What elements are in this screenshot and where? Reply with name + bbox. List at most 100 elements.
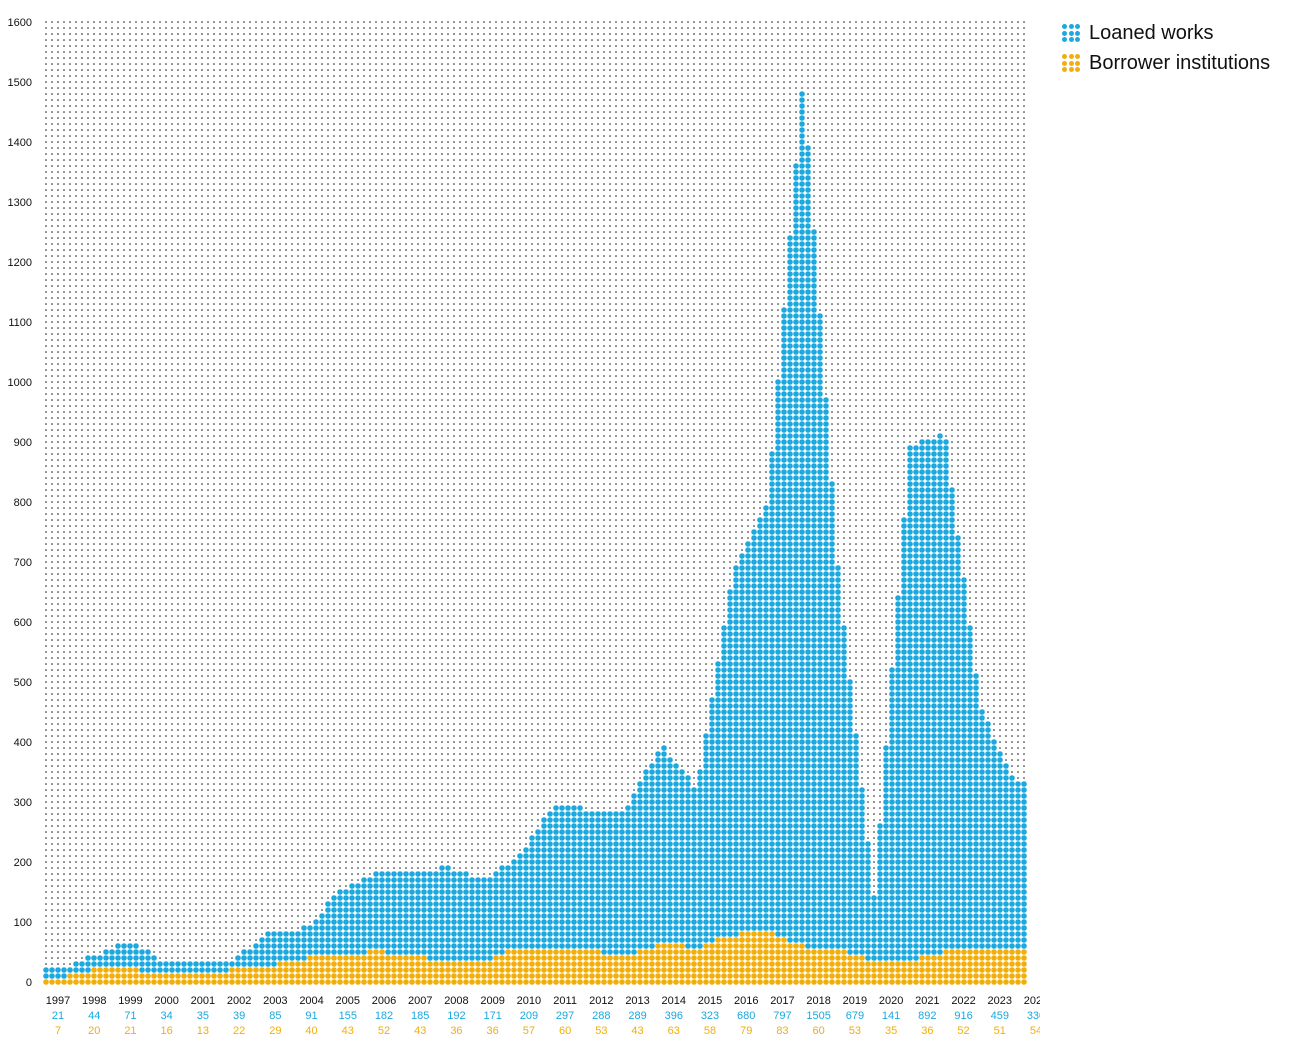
borrower-institutions-value-label: 58: [704, 1025, 716, 1037]
legend-dot: [1068, 30, 1074, 36]
legend-dot: [1062, 24, 1067, 29]
borrower-institutions-value-label: 35: [885, 1025, 897, 1037]
x-tick-label: 2006: [372, 995, 396, 1007]
x-tick-label: 2018: [806, 995, 830, 1007]
borrower-institutions-value-label: 22: [233, 1025, 245, 1037]
x-tick-label: 2012: [589, 995, 613, 1007]
loaned-works-value-label: 71: [124, 1010, 136, 1022]
y-tick-label: 700: [14, 557, 32, 569]
borrower-institutions-value-label: 36: [487, 1025, 499, 1037]
legend-dot: [1068, 60, 1074, 66]
borrower-institutions-value-label: 36: [921, 1025, 933, 1037]
legend-dot: [1062, 54, 1067, 59]
legend-item-borrower-institutions: Borrower institutions: [1062, 48, 1270, 78]
x-axis: 1997 21 7 1998 44 20 1999 71 21 2000 34 16 2001 35 13 2…: [46, 995, 1040, 1037]
borrower-institutions-value-label: 43: [414, 1025, 426, 1037]
y-tick-label: 400: [14, 737, 32, 749]
data-dots: [43, 91, 1027, 985]
x-tick-label: 2003: [263, 995, 287, 1007]
x-tick-label: 2000: [154, 995, 178, 1007]
borrower-institutions-value-label: 43: [342, 1025, 354, 1037]
loaned-works-value-label: 91: [305, 1010, 317, 1022]
borrower-institutions-value-label: 13: [197, 1025, 209, 1037]
y-tick-label: 100: [14, 917, 32, 929]
borrower-institutions-value-label: 16: [161, 1025, 173, 1037]
x-tick-label: 2002: [227, 995, 251, 1007]
borrower-institutions-value-label: 60: [559, 1025, 571, 1037]
x-tick-label: 2017: [770, 995, 794, 1007]
legend-dot: [1062, 30, 1067, 36]
y-tick-label: 0: [26, 977, 32, 989]
y-tick-label: 900: [14, 437, 32, 449]
loaned-works-value-label: 323: [701, 1010, 719, 1022]
x-tick-label: 2013: [625, 995, 649, 1007]
loaned-works-value-label: 182: [375, 1010, 393, 1022]
x-tick-label: 2008: [444, 995, 468, 1007]
y-axis: 0 100 200 300 400 500 600 700 800 900 1000 1100 1200…: [8, 17, 32, 989]
loaned-works-value-label: 679: [846, 1010, 864, 1022]
loaned-works-value-label: 288: [592, 1010, 610, 1022]
loaned-works-value-label: 85: [269, 1010, 281, 1022]
loaned-works-value-label: 680: [737, 1010, 755, 1022]
loaned-works-value-label: 289: [628, 1010, 646, 1022]
x-tick-label: 1997: [46, 995, 70, 1007]
legend-dot: [1075, 60, 1080, 66]
y-tick-label: 1400: [8, 137, 32, 149]
loaned-works-value-label: 209: [520, 1010, 538, 1022]
loaned-works-value-label: 171: [483, 1010, 501, 1022]
borrower-institutions-value-label: 43: [631, 1025, 643, 1037]
x-tick-label: 2023: [988, 995, 1012, 1007]
loaned-works-value-label: 459: [991, 1010, 1009, 1022]
x-tick-label: 1998: [82, 995, 106, 1007]
loaned-works-value-label: 39: [233, 1010, 245, 1022]
loaned-works-value-label: 330: [1027, 1010, 1040, 1022]
loaned-works-value-label: 1505: [806, 1010, 830, 1022]
legend-label-loaned-works: Loaned works: [1089, 21, 1214, 44]
x-tick-label: 2020: [879, 995, 903, 1007]
x-tick-label: 2007: [408, 995, 432, 1007]
borrower-institutions-value-label: 60: [813, 1025, 825, 1037]
x-tick-label: 2016: [734, 995, 758, 1007]
x-tick-label: 2011: [553, 995, 577, 1007]
x-tick-label: 2005: [336, 995, 360, 1007]
borrower-institutions-value-label: 29: [269, 1025, 281, 1037]
x-tick-label: 2022: [951, 995, 975, 1007]
loaned-works-value-label: 192: [447, 1010, 465, 1022]
y-tick-label: 500: [14, 677, 32, 689]
legend-dot: [1075, 67, 1080, 72]
legend-dot: [1068, 37, 1074, 42]
x-tick-label: 2019: [843, 995, 867, 1007]
y-tick-label: 1100: [8, 317, 32, 329]
y-tick-label: 1600: [8, 17, 32, 29]
y-tick-label: 800: [14, 497, 32, 509]
legend-swatch-loaned-works-icon: [1062, 24, 1080, 42]
x-tick-label: 2004: [299, 995, 323, 1007]
legend-dot: [1068, 24, 1074, 29]
y-tick-label: 200: [14, 857, 32, 869]
legend-dot: [1062, 37, 1067, 42]
legend-dot: [1062, 60, 1067, 66]
x-tick-label: 2024: [1024, 995, 1040, 1007]
y-tick-label: 1200: [8, 257, 32, 269]
loaned-works-value-label: 916: [954, 1010, 972, 1022]
legend-dot: [1062, 67, 1067, 72]
legend-dot: [1075, 37, 1080, 42]
x-tick-label: 2009: [480, 995, 504, 1007]
loaned-works-value-label: 21: [52, 1010, 64, 1022]
y-tick-label: 1300: [8, 197, 32, 209]
x-tick-label: 2010: [517, 995, 541, 1007]
borrower-institutions-value-label: 53: [849, 1025, 861, 1037]
borrower-institutions-value-label: 7: [55, 1025, 61, 1037]
loaned-works-value-label: 34: [161, 1010, 173, 1022]
series-borrower-institutions-dots: [43, 931, 1027, 985]
borrower-institutions-value-label: 83: [776, 1025, 788, 1037]
legend-dot: [1075, 30, 1080, 36]
borrower-institutions-value-label: 20: [88, 1025, 100, 1037]
legend-dot: [1075, 54, 1080, 59]
borrower-institutions-value-label: 52: [378, 1025, 390, 1037]
borrower-institutions-value-label: 57: [523, 1025, 535, 1037]
loaned-works-value-label: 297: [556, 1010, 574, 1022]
borrower-institutions-value-label: 63: [668, 1025, 680, 1037]
y-tick-label: 600: [14, 617, 32, 629]
borrower-institutions-value-label: 53: [595, 1025, 607, 1037]
